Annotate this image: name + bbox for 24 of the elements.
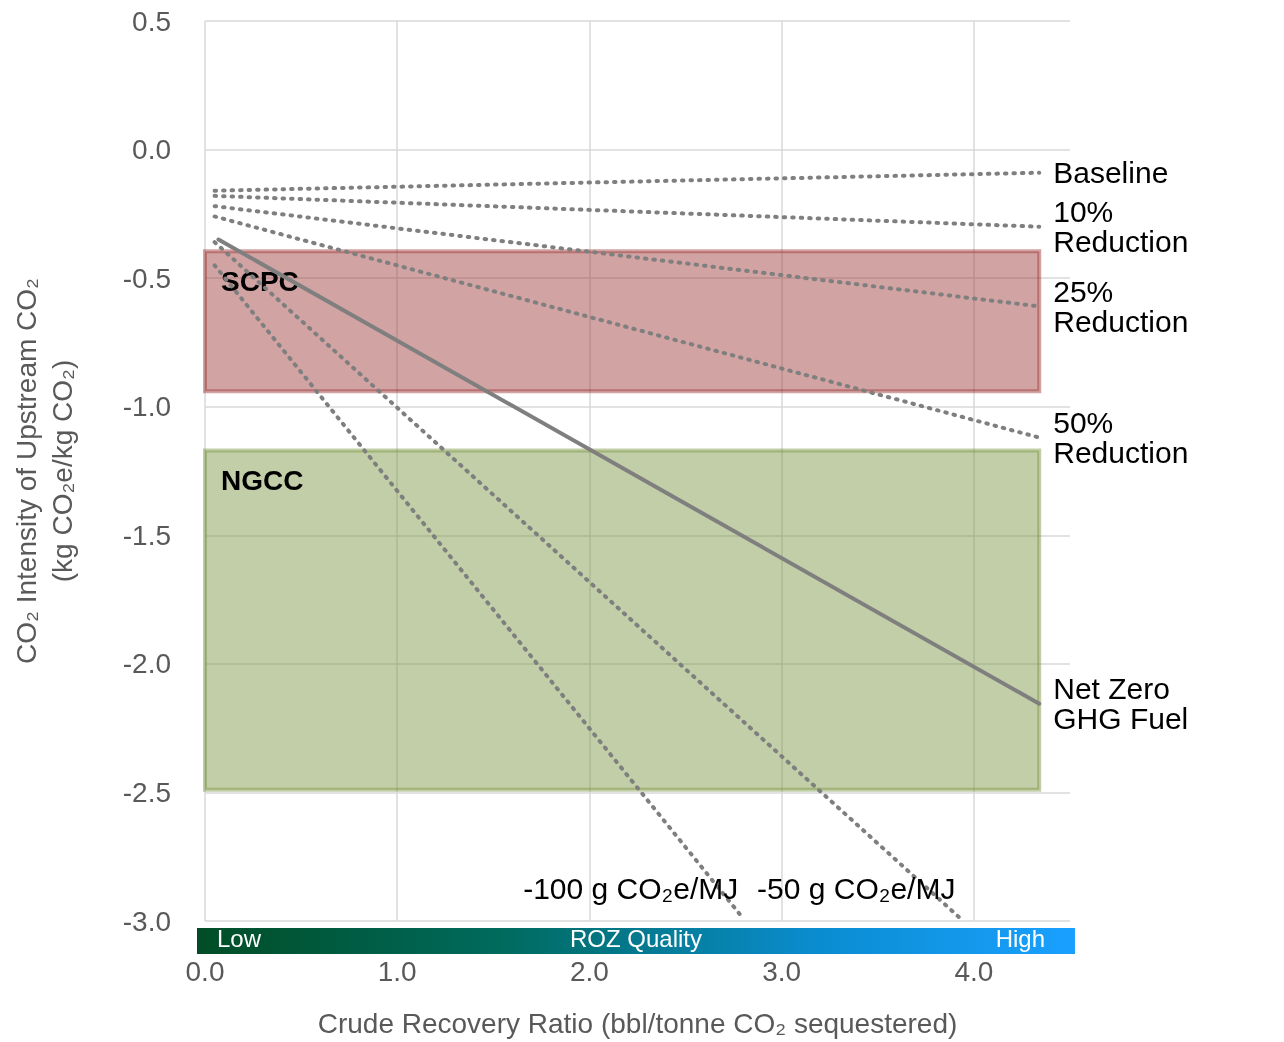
x-tick-label: 0.0 — [185, 955, 225, 987]
x-axis-title: Crude Recovery Ratio (bbl/tonne CO₂ sequestered) — [317, 1007, 958, 1039]
y-tick-label: -3.0 — [122, 905, 171, 937]
y-tick-label: -1.5 — [122, 519, 171, 551]
x-tick-label: 4.0 — [954, 955, 994, 987]
x-tick-label: 2.0 — [569, 955, 609, 987]
y-tick-label: 0.0 — [132, 134, 171, 166]
y-tick-label: 0.5 — [132, 5, 171, 37]
series-label: 50% Reduction — [1053, 406, 1189, 470]
y-tick-label: -2.5 — [122, 776, 171, 808]
series-label: -50 g CO₂e/MJ — [757, 871, 956, 905]
series-label: -100 g CO₂e/MJ — [523, 871, 739, 905]
band-label: NGCC — [221, 464, 304, 496]
series-label: 25% Reduction — [1053, 274, 1189, 338]
series-label: Baseline — [1053, 156, 1169, 190]
y-axis-title: CO₂ Intensity of Upstream CO₂ (kg CO₂e/kg CO₂) — [10, 278, 78, 664]
y-tick-label: -0.5 — [122, 262, 171, 294]
series-label: Net Zero GHG Fuel — [1053, 672, 1189, 736]
y-tick-label: -1.0 — [122, 391, 171, 423]
x-tick-label: 1.0 — [377, 955, 417, 987]
quality-scale: Low ROZ Quality High — [197, 928, 1075, 954]
x-tick-label: 3.0 — [762, 955, 802, 987]
series-label: 10% Reduction — [1053, 195, 1189, 259]
y-tick-label: -2.0 — [122, 648, 171, 680]
